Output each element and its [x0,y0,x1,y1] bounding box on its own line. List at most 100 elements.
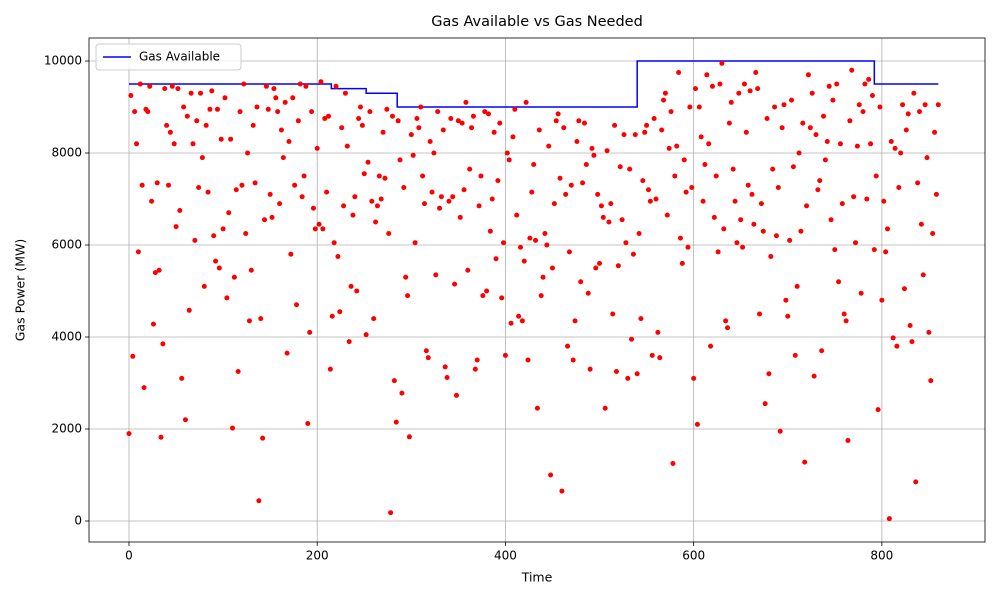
scatter-point [267,191,273,197]
scatter-point [691,375,697,381]
scatter-point [802,459,808,465]
y-axis-label: Gas Power (MW) [13,239,28,342]
scatter-point [915,180,921,186]
scatter-point [602,405,608,411]
scatter-point [164,122,170,128]
scatter-point [890,335,896,341]
scatter-point [717,81,723,87]
scatter-point [470,113,476,119]
scatter-point [719,60,725,66]
scatter-point [772,104,778,110]
scatter-point [371,316,377,322]
scatter-point [258,316,264,322]
scatter-point [580,180,586,186]
scatter-point [310,205,316,211]
scatter-point [408,132,414,138]
scatter-point [713,173,719,179]
scatter-point [905,111,911,117]
scatter-point [448,115,454,121]
scatter-point [644,122,650,128]
scatter-point [256,498,262,504]
scatter-point [657,355,663,361]
scatter-point [740,244,746,250]
scatter-point [613,368,619,374]
scatter-point [798,228,804,234]
scatter-point [391,378,397,384]
scatter-point [198,90,204,96]
scatter-point [708,343,714,349]
scatter-point [149,198,155,204]
scatter-point [440,127,446,133]
scatter-point [736,90,742,96]
scatter-point [544,242,550,248]
scatter-point [871,247,877,253]
scatter-point [625,375,631,381]
scatter-point [627,166,633,172]
scatter-point [903,127,909,133]
scatter-point [493,256,499,262]
scatter-point [506,157,512,163]
scatter-point [600,214,606,220]
scatter-point [854,143,860,149]
scatter-point [745,182,751,188]
x-tick-label: 400 [494,549,517,563]
scatter-point [792,352,798,358]
scatter-point [469,125,475,131]
scatter-point [452,281,458,287]
scatter-point [482,109,488,115]
scatter-point [858,290,864,296]
scatter-point [147,83,153,89]
scatter-point [640,178,646,184]
scatter-point [485,111,491,117]
scatter-point [459,120,465,126]
scatter-point [501,240,507,246]
scatter-point [566,249,572,255]
scatter-point [457,214,463,220]
scatter-point [561,125,567,131]
scatter-point [760,228,766,234]
scatter-point [207,106,213,112]
scatter-point [162,86,168,92]
scatter-point [399,390,405,396]
scatter-point [499,295,505,301]
scatter-point [472,366,478,372]
scatter-point [730,166,736,172]
scatter-point [203,122,209,128]
scatter-point [463,99,469,105]
x-tick-label: 600 [682,549,705,563]
scatter-point [604,148,610,154]
scatter-point [898,150,904,156]
y-tick-label: 4000 [51,329,82,343]
scatter-point [606,219,612,225]
scatter-point [770,166,776,172]
scatter-point [220,226,226,232]
scatter-point [585,290,591,296]
scatter-point [679,260,685,266]
scatter-point [280,155,286,161]
scatter-point [519,318,525,324]
scatter-point [341,203,347,209]
scatter-point [875,407,881,413]
scatter-point [397,157,403,163]
scatter-point [651,115,657,121]
scatter-point [433,272,439,278]
scatter-point [211,233,217,239]
scatter-point [555,111,561,117]
scatter-point [254,104,260,110]
scatter-point [674,143,680,149]
scatter-point [275,109,281,115]
scatter-point [907,322,913,328]
scatter-point [747,88,753,94]
scatter-point [685,244,691,250]
scatter-point [453,392,459,398]
scatter-point [205,189,211,195]
scatter-point [836,279,842,285]
scatter-point [766,371,772,377]
scatter-point [152,270,158,276]
scatter-point [821,113,827,119]
scatter-point [883,249,889,255]
scatter-point [295,118,301,124]
scatter-point [696,104,702,110]
scatter-point [853,240,859,246]
scatter-point [504,150,510,156]
